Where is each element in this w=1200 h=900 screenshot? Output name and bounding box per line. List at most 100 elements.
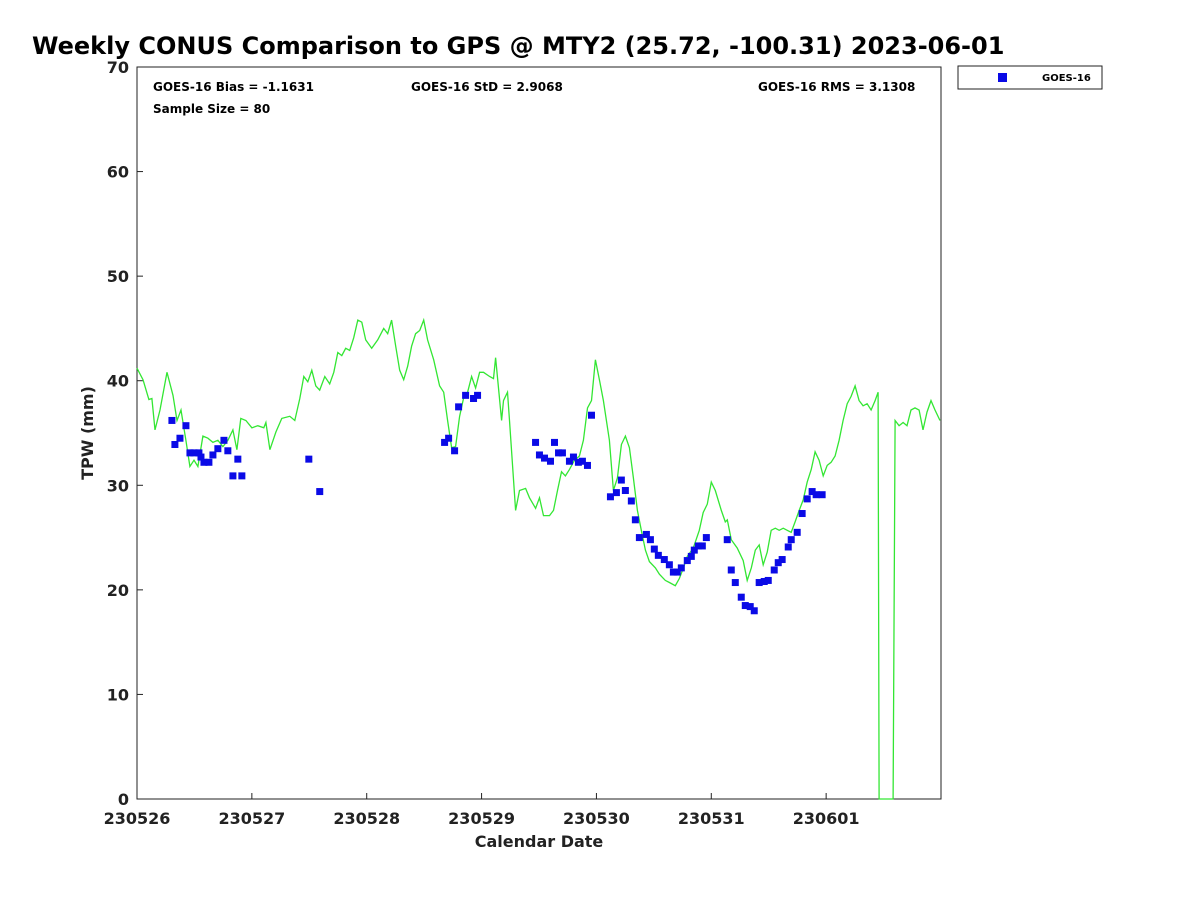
goes16-point: [760, 577, 768, 585]
goes16-point: [764, 576, 772, 584]
y-tick-label: 30: [107, 476, 129, 495]
goes16-point: [569, 453, 577, 461]
goes16-point: [654, 551, 662, 559]
goes16-point: [793, 528, 801, 536]
x-tick-label: 230601: [793, 809, 860, 828]
goes16-point: [470, 394, 478, 402]
x-tick-label: 230529: [448, 809, 515, 828]
goes16-point: [778, 556, 786, 564]
goes16-point: [574, 458, 582, 466]
y-axis-label: TPW (mm): [78, 386, 97, 480]
goes16-point: [746, 603, 754, 611]
goes16-point: [441, 438, 449, 446]
goes16-point: [558, 449, 566, 457]
goes16-point: [612, 489, 620, 497]
goes16-point: [774, 559, 782, 567]
gps-tpw-line: [136, 317, 941, 800]
goes16-point: [583, 461, 591, 469]
goes16-point: [755, 579, 763, 587]
goes16-point: [234, 455, 242, 463]
goes16-point: [631, 516, 639, 524]
chart-title: Weekly CONUS Comparison to GPS @ MTY2 (2…: [32, 32, 1004, 60]
goes16-point: [532, 438, 540, 446]
goes16-point: [627, 497, 635, 505]
goes16-point: [205, 458, 213, 466]
goes16-point: [642, 530, 650, 538]
goes16-point: [683, 557, 691, 565]
goes16-point: [808, 488, 816, 496]
goes16-point: [578, 457, 586, 465]
goes16-point: [445, 434, 453, 442]
y-tick-label: 70: [107, 58, 129, 77]
goes16-point: [190, 449, 198, 457]
plot-area: [136, 66, 942, 800]
legend: GOES-16: [957, 65, 1103, 90]
goes16-point: [677, 564, 685, 572]
goes16-point: [462, 391, 470, 399]
goes16-point: [555, 449, 563, 457]
goes16-point: [798, 510, 806, 518]
goes16-point: [197, 453, 205, 461]
goes16-point: [176, 434, 184, 442]
goes16-point: [702, 534, 710, 542]
goes16-point: [451, 447, 459, 455]
goes16-point: [818, 491, 826, 499]
goes16-point: [723, 536, 731, 544]
goes16-point: [535, 451, 543, 459]
goes16-point: [214, 445, 222, 453]
goes16-point: [171, 441, 179, 449]
goes16-point: [669, 568, 677, 576]
goes16-point: [698, 542, 706, 550]
goes16-point: [694, 542, 702, 550]
goes16-point: [673, 568, 681, 576]
goes16-point: [784, 543, 792, 551]
x-tick-label: 230527: [218, 809, 285, 828]
goes16-point: [741, 602, 749, 610]
goes16-point: [750, 607, 758, 615]
goes16-point: [727, 566, 735, 574]
goes16-point: [565, 457, 573, 465]
goes16-point: [316, 488, 324, 496]
goes16-point: [803, 495, 811, 503]
goes16-point: [731, 579, 739, 587]
x-tick-label: 230530: [563, 809, 630, 828]
goes16-point: [186, 449, 194, 457]
y-tick-label: 50: [107, 267, 129, 286]
goes16-point: [812, 491, 820, 499]
goes16-point: [195, 449, 203, 457]
legend-label-goes16: GOES-16: [1042, 73, 1091, 84]
goes16-point: [238, 472, 246, 480]
goes16-point: [224, 447, 232, 455]
goes16-point: [606, 493, 614, 501]
goes16-point: [209, 451, 217, 459]
goes16-point: [455, 403, 463, 411]
goes16-point: [687, 552, 695, 560]
goes16-point: [665, 561, 673, 569]
goes16-point: [168, 416, 176, 424]
y-tick-label: 40: [107, 372, 129, 391]
goes16-point: [229, 472, 237, 480]
sample-size-annotation: Sample Size = 80: [153, 102, 270, 116]
goes16-point: [546, 457, 554, 465]
x-tick-label: 230526: [104, 809, 171, 828]
x-tick-label: 230531: [678, 809, 745, 828]
bias-annotation: GOES-16 Bias = -1.1631: [153, 80, 314, 94]
goes16-point: [646, 536, 654, 544]
goes16-point: [220, 436, 228, 444]
goes16-point: [650, 545, 658, 553]
y-tick-label: 20: [107, 581, 129, 600]
goes16-point: [621, 487, 629, 495]
y-tick-label: 60: [107, 163, 129, 182]
goes16-point: [541, 454, 549, 462]
goes16-point: [587, 411, 595, 419]
goes16-point: [690, 546, 698, 554]
goes16-point: [737, 593, 745, 601]
goes16-point: [474, 391, 482, 399]
rms-annotation: GOES-16 RMS = 3.1308: [758, 80, 915, 94]
x-axis-label: Calendar Date: [475, 832, 604, 851]
goes16-point: [182, 422, 190, 430]
y-tick-label: 0: [118, 790, 129, 809]
legend-marker-goes16: [998, 73, 1007, 82]
goes16-point: [305, 455, 313, 463]
